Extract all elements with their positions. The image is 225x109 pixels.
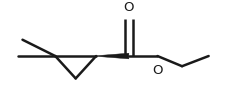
Polygon shape	[96, 53, 129, 59]
Text: O: O	[152, 64, 163, 77]
Text: O: O	[124, 1, 134, 14]
